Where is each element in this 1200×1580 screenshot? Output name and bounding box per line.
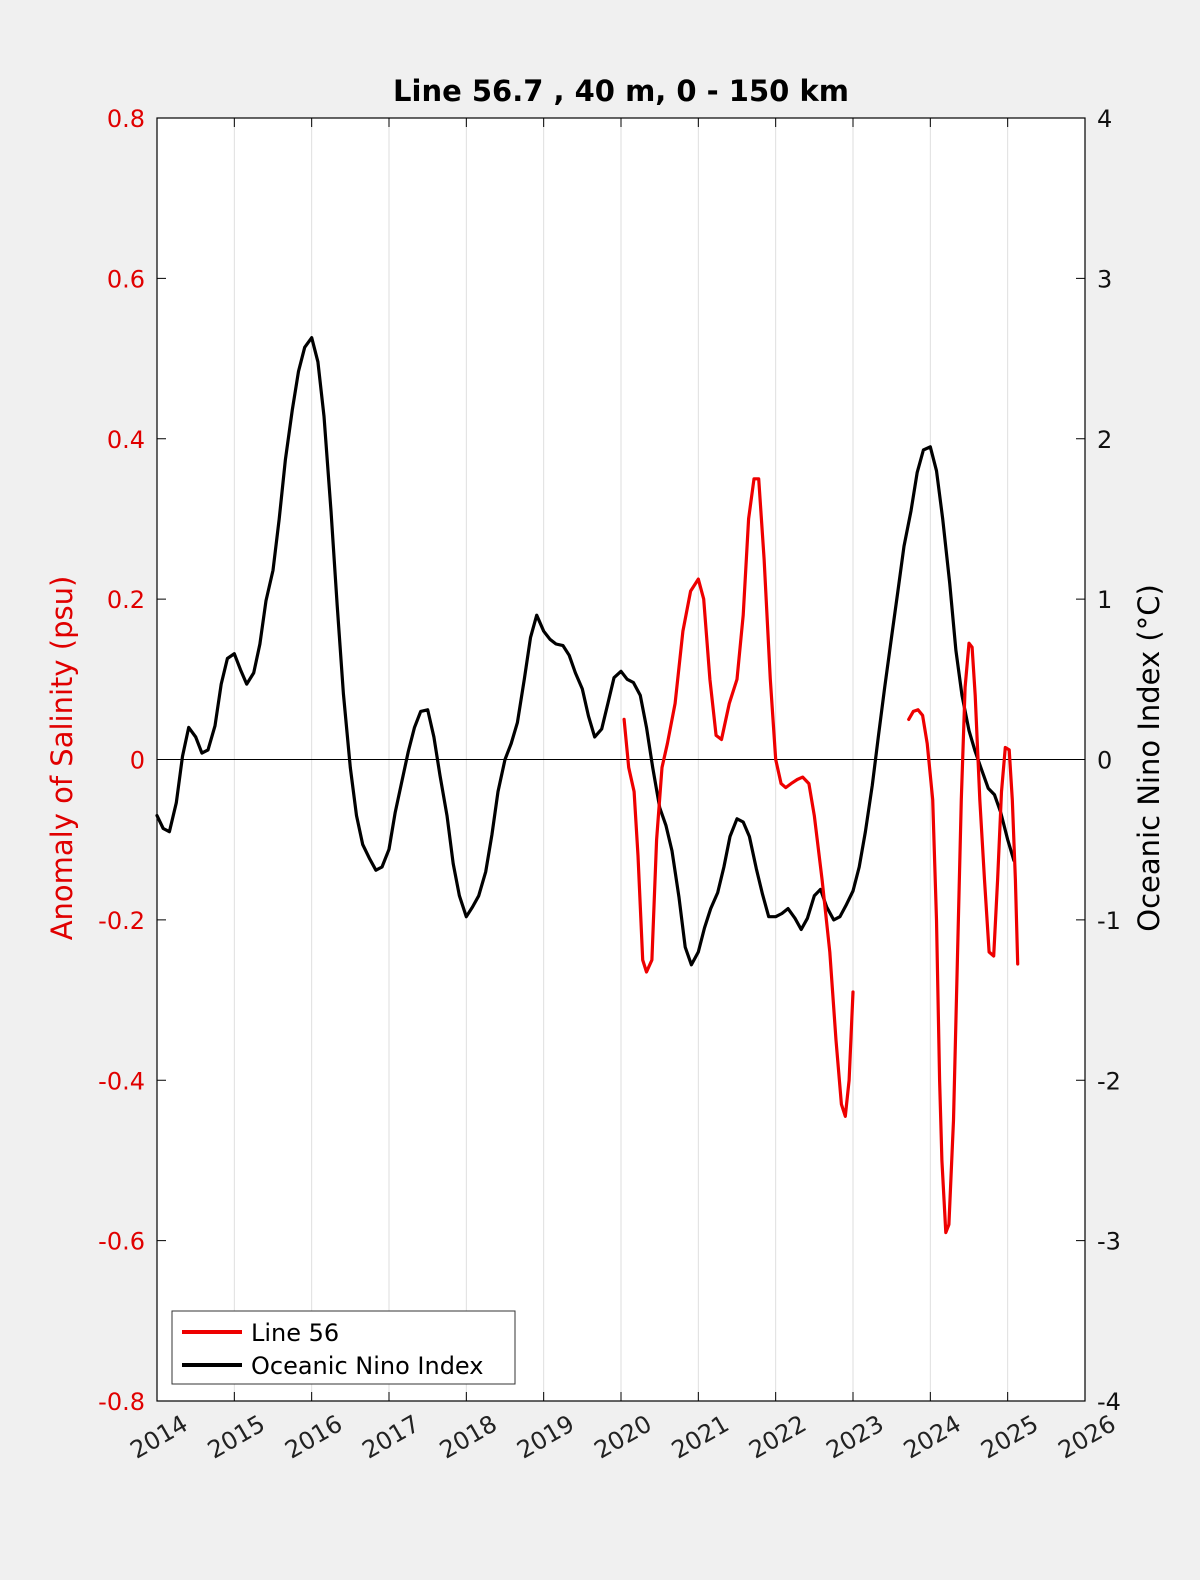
series-layer	[155, 336, 1020, 1235]
y-left-tick-label: 0.4	[107, 426, 145, 454]
right-axis-label: Oceanic Nino Index (°C)	[1132, 584, 1166, 932]
y-right-tick-label: 3	[1097, 265, 1112, 293]
y-right-tick-label: -2	[1097, 1067, 1121, 1095]
series-line-line-56-segment-2	[907, 641, 1020, 1235]
tick-marks	[156, 117, 1086, 1402]
y-right-tick-label: 4	[1097, 105, 1112, 133]
series-line-oceanic-nino-index	[155, 336, 1016, 967]
series-line-line-56-segment-1	[622, 477, 855, 1118]
y-right-tick-label: -3	[1097, 1228, 1121, 1256]
y-right-tick-label: 1	[1097, 586, 1112, 614]
y-right-tick-label: -4	[1097, 1388, 1121, 1416]
legend: Line 56 Oceanic Nino Index	[171, 1310, 516, 1385]
y-right-tick-label: -1	[1097, 907, 1121, 935]
y-right-tick-label: 0	[1097, 747, 1112, 775]
chart-title: Line 56.7 , 40 m, 0 - 150 km	[393, 74, 849, 108]
legend-label-line-56: Line 56	[251, 1319, 339, 1347]
y-left-tick-label: 0	[130, 747, 145, 775]
legend-box	[171, 1310, 516, 1385]
y-right-tick-label: 2	[1097, 426, 1112, 454]
y-left-tick-label: 0.2	[107, 586, 145, 614]
y-left-tick-label: -0.2	[98, 907, 145, 935]
y-left-tick-labels: -0.8 -0.6 -0.4 -0.2 0 0.2 0.4 0.6 0.8	[98, 105, 145, 1416]
legend-label-oni: Oceanic Nino Index	[251, 1352, 483, 1380]
left-axis-label: Anomaly of Salinity (psu)	[45, 576, 79, 941]
y-left-tick-label: 0.6	[107, 265, 145, 293]
y-left-tick-label: -0.8	[98, 1388, 145, 1416]
y-left-tick-label: -0.6	[98, 1228, 145, 1256]
y-left-tick-label: 0.8	[107, 105, 145, 133]
y-right-tick-labels: -4 -3 -2 -1 0 1 2 3 4	[1097, 105, 1121, 1416]
y-left-tick-label: -0.4	[98, 1067, 145, 1095]
